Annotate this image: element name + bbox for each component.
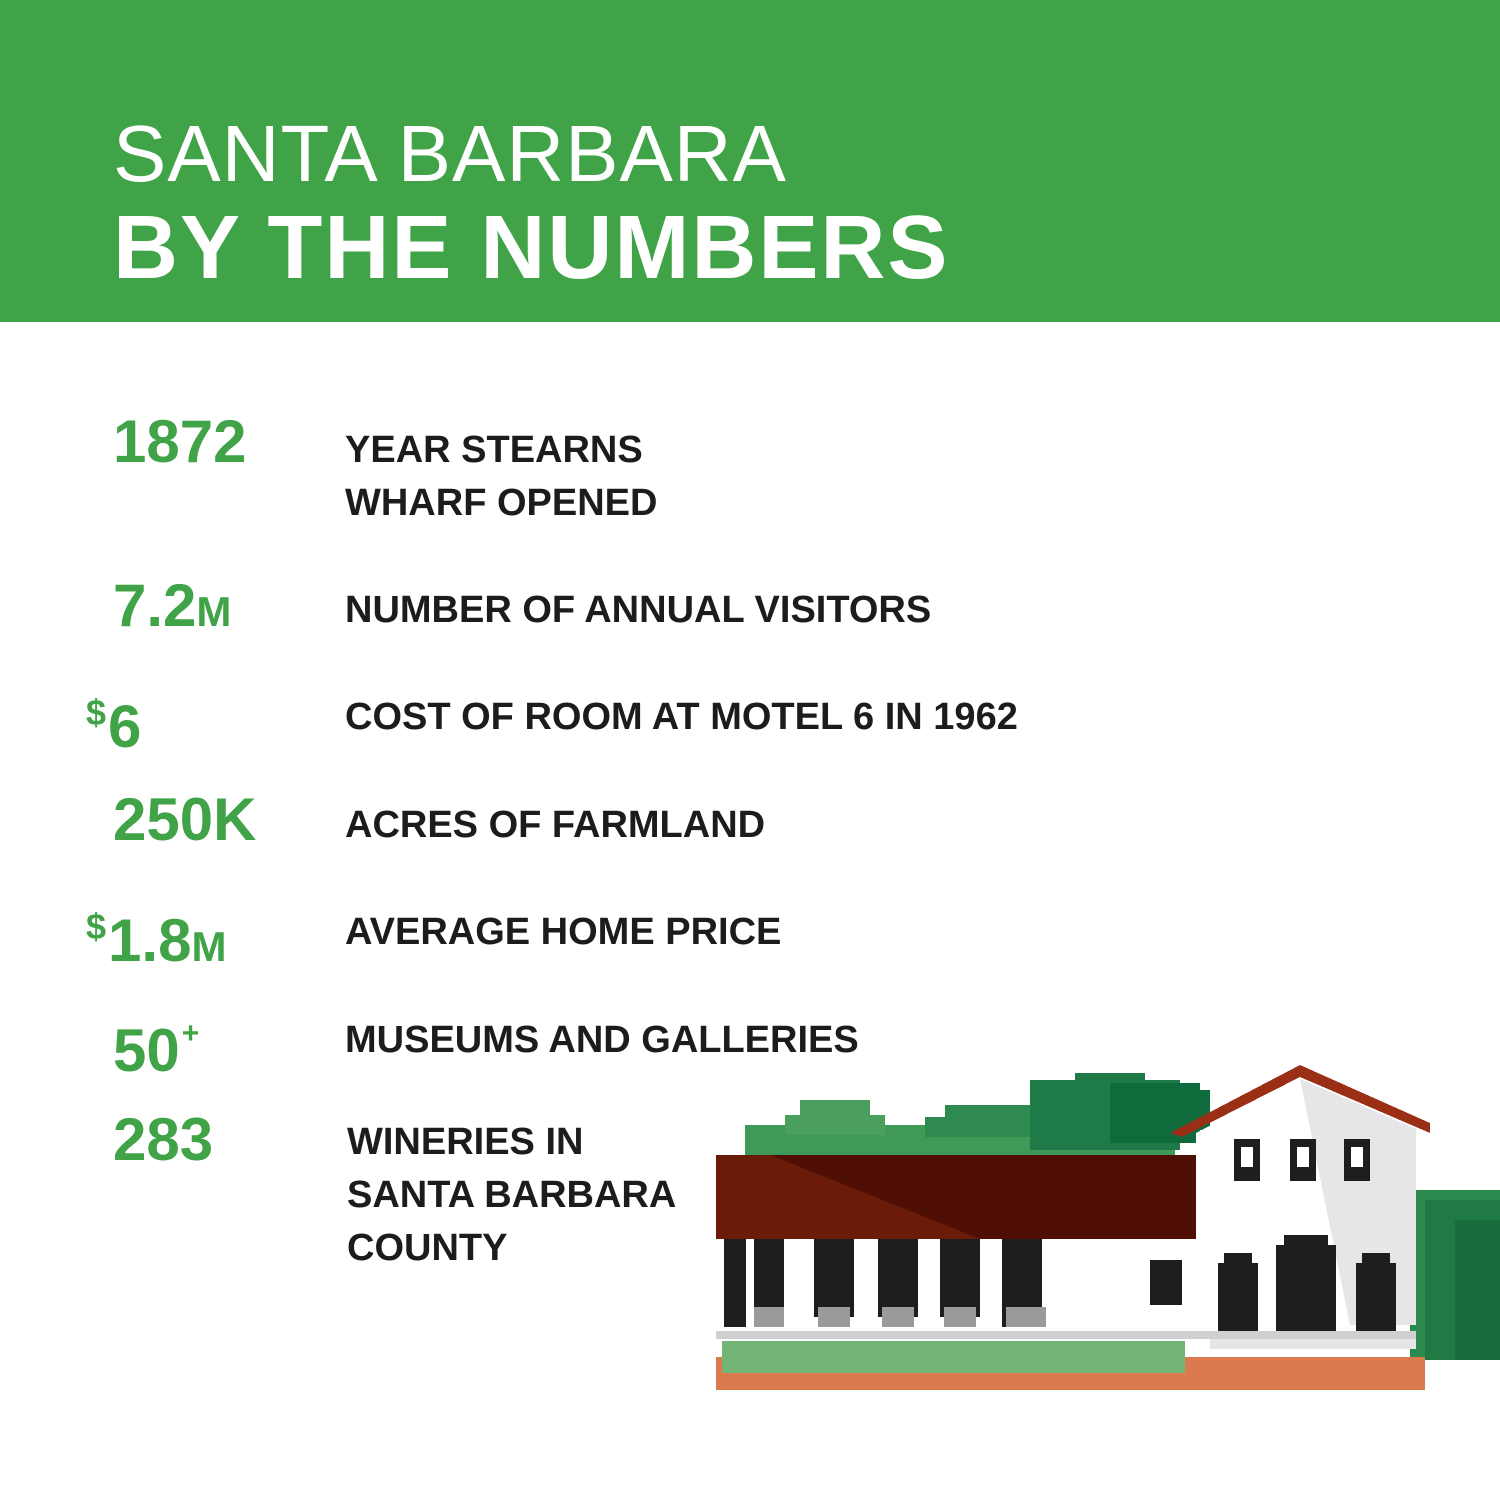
stat-label: NUMBER OF ANNUAL VISITORS bbox=[345, 589, 932, 631]
stat-value: $1.8M bbox=[86, 906, 227, 974]
stat-label: COST OF ROOM AT MOTEL 6 IN 1962 bbox=[345, 696, 1018, 738]
front-arches bbox=[1218, 1235, 1396, 1331]
spanish-mission-building-icon bbox=[716, 1065, 1500, 1390]
stat-value: 1872 bbox=[113, 408, 247, 475]
stat-label: MUSEUMS AND GALLERIES bbox=[345, 1019, 859, 1061]
stat-value: $6 bbox=[86, 692, 142, 760]
side-window bbox=[1150, 1260, 1182, 1305]
header-banner: SANTA BARBARA BY THE NUMBERS bbox=[0, 0, 1500, 322]
bell-windows bbox=[1234, 1139, 1370, 1181]
stat-value: 283 bbox=[113, 1106, 214, 1173]
stat-value: 7.2M bbox=[113, 572, 232, 639]
title-line-1: SANTA BARBARA bbox=[113, 109, 787, 198]
wing-arcade bbox=[724, 1239, 1042, 1327]
stat-value: 50+ bbox=[113, 1017, 200, 1084]
title-line-2: BY THE NUMBERS bbox=[113, 198, 950, 298]
stat-label: WINERIES IN SANTA BARBARA COUNTY bbox=[347, 1121, 677, 1269]
stat-label: YEAR STEARNS WHARF OPENED bbox=[345, 429, 658, 524]
stat-label: ACRES OF FARMLAND bbox=[345, 804, 766, 846]
stat-value: 250K bbox=[113, 786, 257, 853]
main-roof bbox=[1170, 1065, 1430, 1137]
stat-label: AVERAGE HOME PRICE bbox=[345, 911, 782, 953]
